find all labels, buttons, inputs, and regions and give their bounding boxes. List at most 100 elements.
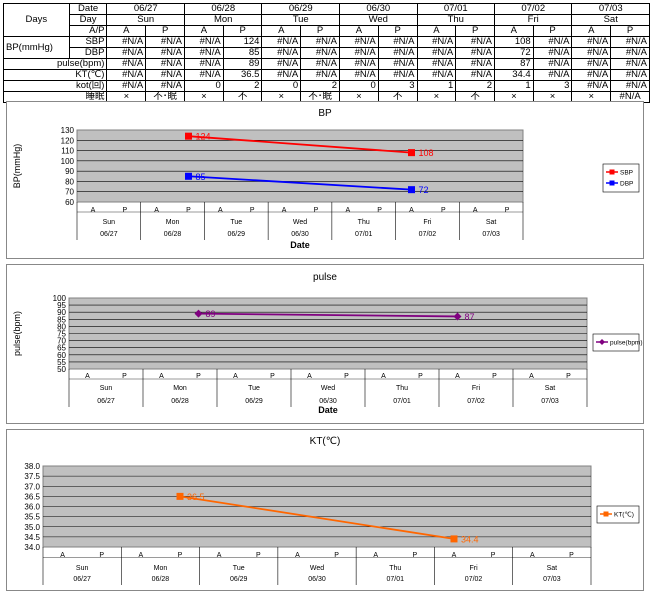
x-tick-label-day: Wed — [310, 565, 324, 572]
x-tick-label-day: Tue — [248, 385, 260, 392]
x-tick-label-date: 07/03 — [541, 398, 559, 405]
x-tick-label-date: 06/29 — [228, 231, 246, 238]
y-tick-label: 130 — [61, 126, 75, 135]
y-tick-label: 55 — [57, 358, 66, 367]
y-tick-label: 95 — [57, 301, 66, 310]
row-label-bp: BP(mmHg) — [3, 36, 70, 59]
x-tick-label-ap: A — [452, 552, 457, 559]
x-tick-label-day: Fri — [469, 565, 478, 572]
x-tick-label-ap: P — [492, 373, 497, 380]
x-tick-label-ap: A — [473, 207, 478, 214]
cell-dbp: #N/A — [145, 47, 186, 59]
date-header: 06/29 — [261, 3, 340, 15]
day-header: Mon — [184, 14, 263, 26]
x-tick-label-ap: A — [381, 373, 386, 380]
y-tick-label: 80 — [57, 322, 66, 331]
cell-kot: 0 — [184, 80, 224, 92]
day-header: Sat — [571, 14, 650, 26]
chart-title: pulse — [313, 272, 337, 283]
y-tick-label: 37.0 — [24, 482, 40, 491]
plot-area — [76, 129, 524, 203]
row-label-pulse: pulse(bpm) — [2, 58, 108, 70]
x-tick-label-day: Sun — [76, 565, 89, 572]
row-label-sbp: SBP — [68, 36, 108, 48]
cell-kot: #N/A — [106, 80, 147, 92]
cell-kt: 36.5 — [222, 69, 263, 81]
data-point — [185, 172, 192, 180]
ap-header: P — [300, 25, 340, 37]
ap-header: P — [377, 25, 418, 37]
x-tick-label-ap: P — [334, 552, 339, 559]
cell-dbp: #N/A — [339, 47, 379, 59]
ap-header: A — [571, 25, 612, 37]
cell-dbp: 85 — [222, 47, 263, 59]
row-label-ap: A/P — [68, 25, 108, 37]
cell-dbp: 72 — [494, 47, 534, 59]
cell-kt: 34.4 — [494, 69, 534, 81]
x-tick-label-ap: A — [218, 207, 223, 214]
day-header: Wed — [339, 14, 418, 26]
x-tick-label-ap: A — [85, 373, 90, 380]
x-tick-label-ap: P — [250, 207, 255, 214]
chart-title: KT(℃) — [310, 436, 341, 447]
x-tick-label-day: Sun — [100, 385, 113, 392]
cell-kt: #N/A — [455, 69, 495, 81]
date-header: 07/02 — [493, 3, 573, 15]
cell-sleep: 不 — [455, 91, 495, 103]
series-line-DBP — [188, 175, 412, 191]
cell-sbp: #N/A — [300, 36, 340, 48]
x-tick-label-date: 06/27 — [73, 576, 91, 583]
cell-kot: 1 — [494, 80, 534, 92]
cell-pulse: #N/A — [571, 58, 612, 70]
y-tick-label: 75 — [57, 330, 66, 339]
x-tick-label-day: Tue — [230, 219, 242, 226]
kt-chart-panel: KT(℃) 34.0 34.5 35.0 35.5 36.0 36.5 37.0 37.5 38.… — [6, 429, 644, 591]
y-tick-label: 36.5 — [24, 492, 40, 501]
x-tick-label-ap: P — [491, 552, 496, 559]
legend-entry-label: DBP — [620, 181, 633, 188]
legend-swatch-marker — [603, 511, 609, 517]
x-tick-label-ap: A — [409, 207, 414, 214]
x-tick-label-date: 07/03 — [482, 231, 500, 238]
x-tick-label-ap: P — [178, 552, 183, 559]
series-line-SBP — [188, 135, 412, 154]
data-point — [176, 492, 184, 500]
day-header: Sun — [106, 14, 186, 26]
x-tick-label-day: Sat — [486, 219, 497, 226]
x-tick-label-day: Wed — [293, 219, 307, 226]
cell-dbp: #N/A — [416, 47, 457, 59]
x-tick-label-day: Sun — [103, 219, 116, 226]
date-header: 06/28 — [184, 3, 263, 15]
data-point — [185, 132, 192, 140]
cell-sbp: #N/A — [416, 36, 457, 48]
x-tick-label-ap: A — [217, 552, 222, 559]
y-tick-label: 60 — [57, 351, 66, 360]
cell-pulse: #N/A — [416, 58, 457, 70]
cell-dbp: #N/A — [610, 47, 650, 59]
cell-dbp: #N/A — [300, 47, 340, 59]
cell-pulse: #N/A — [184, 58, 224, 70]
ap-header: P — [222, 25, 263, 37]
x-tick-label-day: Tue — [233, 565, 245, 572]
x-tick-label-ap: P — [196, 373, 201, 380]
legend-swatch-marker — [609, 180, 615, 186]
x-tick-label-date: 06/27 — [100, 231, 118, 238]
cell-kot: 1 — [416, 80, 457, 92]
cell-kt: #N/A — [610, 69, 650, 81]
y-tick-label: 100 — [53, 294, 67, 303]
y-tick-label: 34.0 — [24, 543, 40, 552]
x-tick-label-ap: A — [159, 373, 164, 380]
x-tick-label-date: 06/27 — [97, 398, 115, 405]
day-header: Tue — [261, 14, 340, 26]
cell-dbp: #N/A — [106, 47, 147, 59]
cell-kt: #N/A — [184, 69, 224, 81]
x-tick-label-day: Thu — [396, 385, 408, 392]
row-label-kot: kot(回) — [2, 80, 108, 92]
cell-sbp: #N/A — [106, 36, 147, 48]
ap-header: P — [610, 25, 650, 37]
x-tick-label-date: 07/03 — [543, 576, 561, 583]
date-header: 07/03 — [571, 3, 650, 15]
y-tick-label: 37.5 — [24, 472, 40, 481]
row-label-day: Day — [68, 14, 108, 26]
